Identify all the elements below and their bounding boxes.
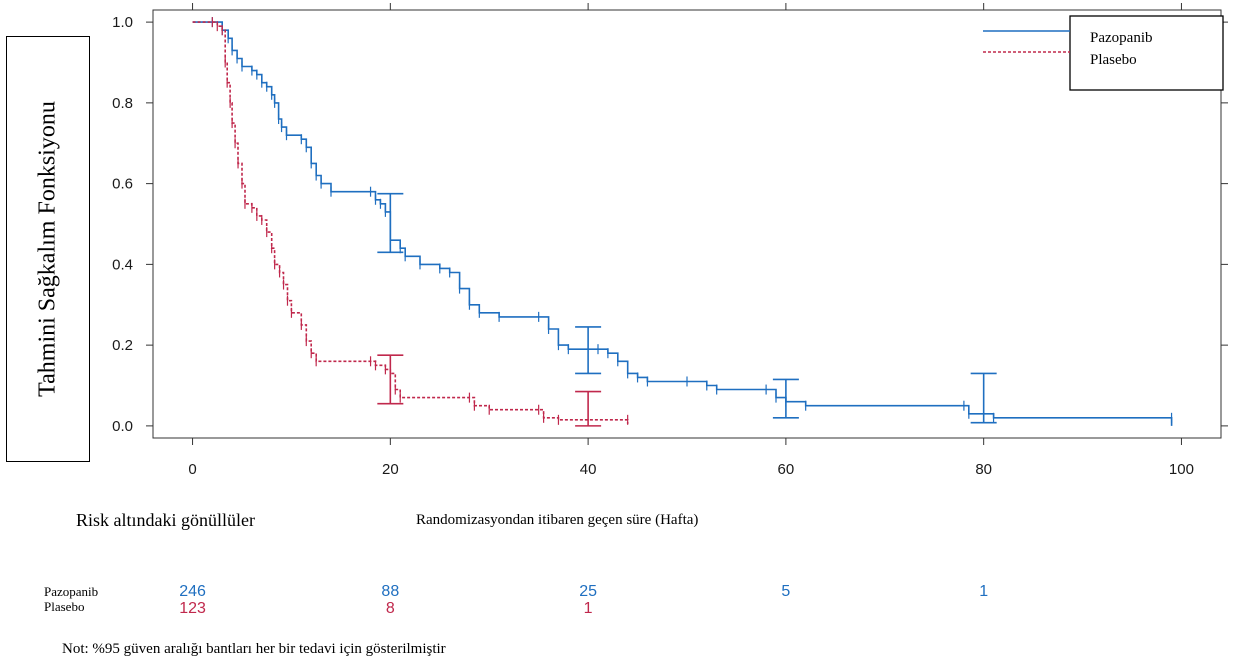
x-tick-label-20: 20	[382, 461, 399, 478]
risk-value-pazopanib-60: 5	[781, 583, 791, 600]
plot-frame	[152, 9, 1222, 439]
x-tick-label-0: 0	[188, 461, 196, 478]
y-tick-label-0.8: 0.8	[112, 95, 133, 112]
legend-box	[1069, 15, 1224, 91]
risk-value-plasebo-0: 123	[179, 600, 206, 617]
y-axis-label: Tahmini Sağkalım Fonksiyonu	[34, 101, 61, 397]
footnote: Not: %95 güven aralığı bantları her bir …	[62, 641, 446, 657]
series-line-pazopanib	[192, 21, 1173, 426]
risk-value-pazopanib-0: 246	[179, 583, 206, 600]
risk-value-pazopanib-20: 88	[381, 583, 400, 600]
risk-value-pazopanib-40: 25	[579, 583, 598, 600]
risk-value-plasebo-40: 1	[583, 600, 593, 617]
y-tick-label-0.2: 0.2	[112, 337, 133, 354]
risk-row-label-plasebo: Plasebo	[44, 599, 85, 614]
y-axis-label-box	[6, 36, 90, 462]
y-tick-label-1.0: 1.0	[112, 14, 133, 31]
risk-table-title: Risk altındaki gönüllüler	[76, 510, 255, 530]
series-line-plasebo	[192, 21, 629, 424]
y-tick-label-0.4: 0.4	[112, 256, 133, 273]
x-tick-label-60: 60	[778, 461, 795, 478]
x-axis-label: Randomizasyondan itibaren geçen süre (Ha…	[416, 512, 699, 528]
legend: Pazopanib Plasebo	[983, 15, 1224, 91]
legend-label-plasebo: Plasebo	[1090, 52, 1137, 68]
x-tick-label-40: 40	[580, 461, 597, 478]
x-tick-label-80: 80	[975, 461, 992, 478]
risk-value-pazopanib-80: 1	[979, 583, 989, 600]
y-tick-label-0.6: 0.6	[112, 176, 133, 193]
x-tick-label-100: 100	[1169, 461, 1194, 478]
legend-label-pazopanib: Pazopanib	[1090, 30, 1152, 46]
risk-row-label-pazopanib: Pazopanib	[44, 584, 99, 599]
y-tick-label-0.0: 0.0	[112, 418, 133, 435]
risk-value-plasebo-20: 8	[385, 600, 395, 617]
